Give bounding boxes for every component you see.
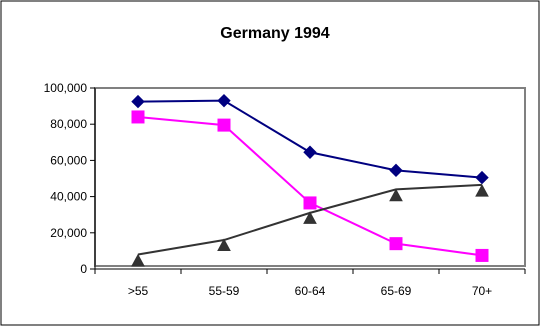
- series-3-point: [389, 188, 403, 202]
- series-2: [131, 110, 489, 262]
- y-axis: 0 20,000 40,000 60,000 80,000 100,000: [44, 81, 96, 276]
- series-3-point: [217, 238, 231, 251]
- y-tick-label: 40,000: [50, 190, 87, 204]
- x-tick-label: 65-69: [381, 284, 412, 298]
- series-1: [131, 93, 489, 185]
- x-tick-label: 60-64: [295, 284, 326, 298]
- series-1-point: [217, 93, 231, 108]
- series-1-point: [131, 94, 145, 109]
- series-3-point: [475, 184, 489, 197]
- series-2-point: [475, 248, 489, 262]
- x-tick-label: >55: [128, 284, 149, 298]
- y-tick-label: 100,000: [44, 81, 88, 95]
- series-1-point: [389, 163, 403, 178]
- series-2-point: [217, 118, 231, 132]
- x-tick-label: 55-59: [209, 284, 240, 298]
- series-3-point: [303, 211, 317, 224]
- plot-area: [94, 87, 526, 267]
- series-2-point: [303, 196, 317, 210]
- series-1-point: [303, 145, 317, 159]
- x-axis: >55 55-59 60-64 65-69 70+: [94, 268, 526, 298]
- series-2-point: [131, 110, 145, 124]
- x-tick-label: 70+: [472, 284, 492, 298]
- y-tick-label: 80,000: [50, 117, 87, 131]
- y-tick-label: 60,000: [50, 153, 87, 167]
- y-tick-label: 0: [80, 262, 87, 276]
- series-layer: [131, 93, 489, 267]
- series-3: [131, 183, 489, 267]
- series-1-point: [475, 170, 489, 185]
- y-tick-label: 20,000: [50, 226, 87, 240]
- chart-title: Germany 1994: [220, 25, 330, 42]
- series-2-point: [389, 237, 403, 251]
- series-3-point: [131, 253, 145, 267]
